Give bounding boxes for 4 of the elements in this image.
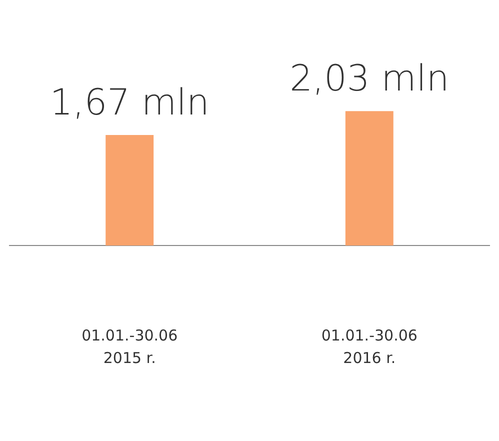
data-label: 1,67 mln (50, 82, 210, 124)
data-label: 2,03 mln (290, 58, 450, 100)
x-tick-label: 01.01.-30.06 2016 r. (321, 326, 418, 368)
x-tick-label: 01.01.-30.06 2015 r. (82, 326, 178, 368)
